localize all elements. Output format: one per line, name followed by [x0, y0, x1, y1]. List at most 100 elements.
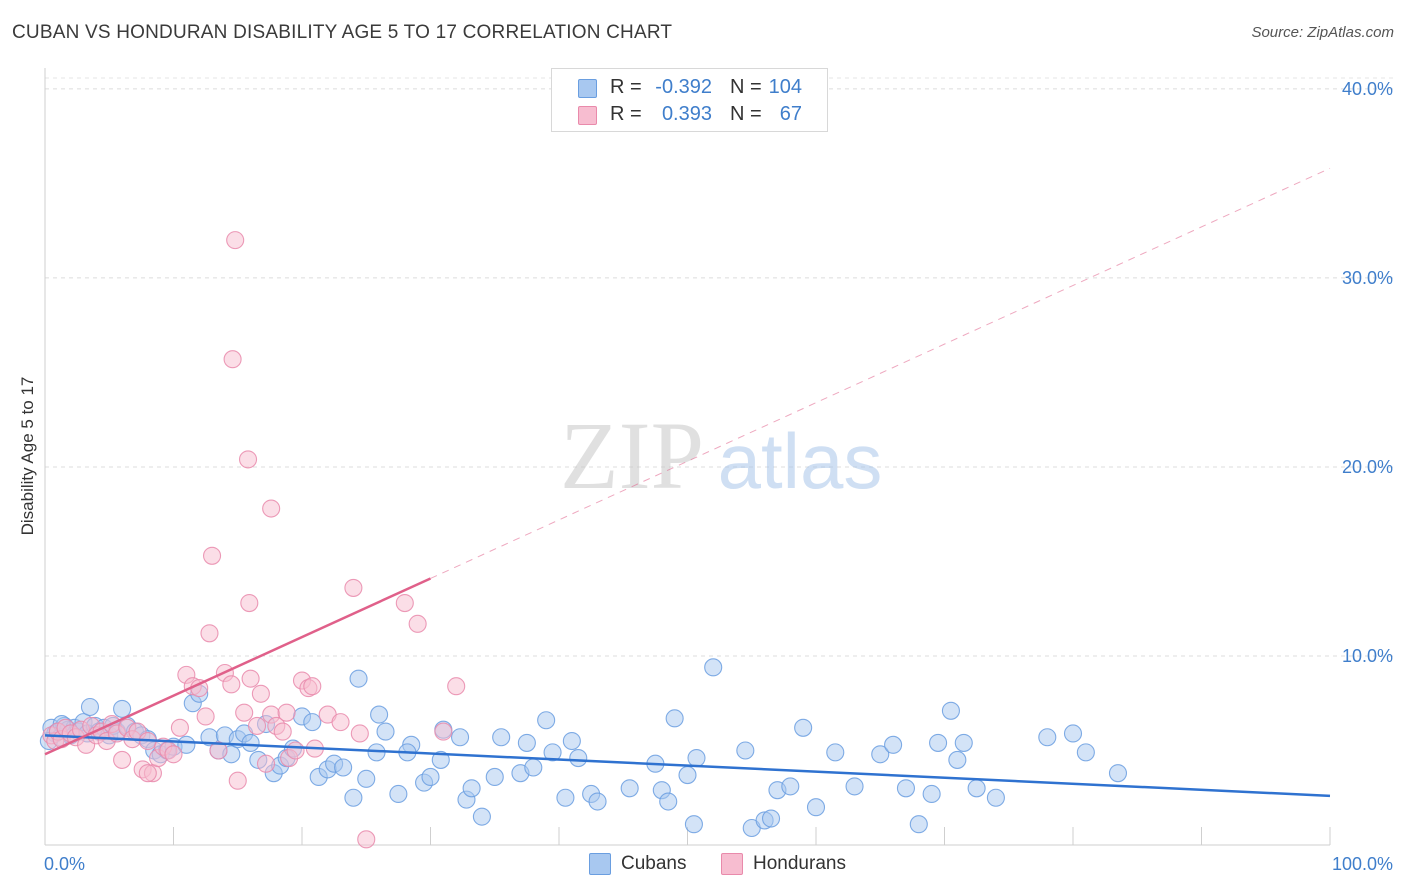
data-points — [39, 231, 1128, 849]
data-point-cubans — [929, 733, 948, 752]
data-point-cubans — [806, 798, 826, 817]
data-point-cubans — [761, 809, 781, 828]
data-point-cubans — [1063, 724, 1083, 743]
data-point-cubans — [986, 788, 1005, 807]
data-point-cubans — [871, 745, 890, 764]
data-point-hondurans — [170, 718, 189, 737]
y-tick-label: 10.0% — [1342, 646, 1393, 666]
data-point-hondurans — [395, 593, 414, 613]
legend-r-value: 0.393 — [661, 103, 712, 125]
data-point-hondurans — [344, 578, 363, 597]
data-point-hondurans — [164, 745, 183, 764]
data-point-hondurans — [209, 741, 228, 760]
trend-line-hondurans — [44, 577, 432, 756]
data-point-cubans — [948, 750, 967, 769]
legend-r-value: -0.392 — [655, 76, 712, 98]
data-point-cubans — [845, 777, 864, 796]
chart-title: CUBAN VS HONDURAN DISABILITY AGE 5 TO 17… — [12, 22, 673, 43]
x-tick-labels: 0.0% 100.0% — [44, 854, 1393, 874]
data-point-hondurans — [138, 764, 157, 783]
data-point-hondurans — [408, 614, 427, 633]
data-point-cubans — [826, 743, 845, 762]
trend-lines — [44, 167, 1331, 798]
data-point-cubans — [884, 735, 903, 754]
legend-n-value: 104 — [768, 76, 802, 98]
data-point-cubans — [569, 748, 588, 768]
data-point-cubans — [562, 731, 581, 751]
data-point-cubans — [736, 741, 755, 760]
legend-r-label: R = — [610, 103, 642, 125]
data-point-hondurans — [273, 722, 292, 741]
data-point-cubans — [370, 705, 389, 724]
data-point-hondurans — [228, 771, 247, 790]
data-point-hondurans — [277, 703, 296, 722]
data-point-cubans — [334, 758, 353, 777]
x-tick-label: 0.0% — [44, 854, 85, 874]
data-point-cubans — [344, 788, 363, 807]
trend-extension-hondurans — [430, 167, 1331, 579]
data-point-cubans — [1038, 728, 1057, 747]
data-point-cubans — [431, 750, 450, 769]
data-point-cubans — [177, 735, 196, 754]
legend-r-label: R = — [610, 76, 642, 98]
legend-swatch-hondurans — [721, 853, 743, 875]
data-point-hondurans — [357, 830, 376, 849]
legend-label-cubans: Cubans — [621, 853, 687, 874]
data-point-cubans — [704, 658, 723, 677]
data-point-cubans — [922, 784, 941, 804]
data-point-cubans — [462, 779, 481, 798]
legend-n-label: N = — [730, 76, 762, 98]
data-point-cubans — [485, 767, 504, 787]
data-point-cubans — [781, 777, 800, 796]
data-point-cubans — [941, 701, 960, 720]
data-point-cubans — [303, 713, 322, 732]
data-point-cubans — [421, 767, 440, 787]
legend-swatch-cubans — [589, 853, 611, 875]
data-point-cubans — [349, 669, 368, 688]
data-point-cubans — [1076, 743, 1095, 762]
legend-swatch-hondurans — [578, 106, 597, 125]
data-point-cubans — [678, 766, 697, 785]
data-point-cubans — [556, 788, 575, 807]
data-point-cubans — [620, 779, 639, 798]
data-point-hondurans — [350, 724, 369, 743]
data-point-cubans — [909, 815, 928, 834]
data-point-hondurans — [196, 707, 215, 726]
grid-lines — [45, 77, 1395, 657]
data-point-hondurans — [238, 450, 258, 469]
data-point-hondurans — [240, 593, 259, 613]
data-point-hondurans — [226, 231, 245, 250]
data-point-hondurans — [247, 716, 267, 735]
source-label: Source: ZipAtlas.com — [1251, 24, 1394, 41]
data-point-cubans — [794, 718, 813, 737]
data-point-hondurans — [200, 624, 219, 643]
data-point-cubans — [376, 722, 395, 741]
data-point-cubans — [543, 743, 562, 762]
legend-n-label: N = — [730, 103, 762, 125]
legend-row-hondurans: R = 0.393 N = 67 — [552, 102, 827, 128]
data-point-cubans — [684, 815, 703, 834]
watermark-atlas: atlas — [718, 417, 883, 505]
data-point-hondurans — [262, 499, 281, 518]
data-point-cubans — [659, 792, 678, 811]
data-point-hondurans — [235, 703, 254, 722]
data-point-cubans — [517, 733, 536, 752]
data-point-cubans — [967, 779, 986, 798]
data-point-hondurans — [241, 669, 260, 688]
data-point-hondurans — [222, 675, 241, 694]
correlation-legend: R = -0.392 N = 104 R = 0.393 N = 67 — [551, 68, 828, 132]
data-point-hondurans — [286, 741, 305, 760]
data-point-cubans — [451, 728, 470, 747]
data-point-hondurans — [331, 713, 350, 732]
legend-n-value: 67 — [779, 103, 802, 125]
y-tick-labels: 10.0% 20.0% 30.0% 40.0% — [1342, 79, 1393, 666]
data-point-hondurans — [251, 684, 270, 703]
y-tick-label: 30.0% — [1342, 268, 1393, 288]
legend-label-hondurans: Hondurans — [753, 853, 846, 874]
data-point-cubans — [472, 807, 491, 826]
data-point-hondurans — [256, 754, 276, 773]
x-tick-label: 100.0% — [1332, 854, 1393, 874]
data-point-cubans — [537, 711, 556, 730]
data-point-cubans — [524, 758, 543, 777]
